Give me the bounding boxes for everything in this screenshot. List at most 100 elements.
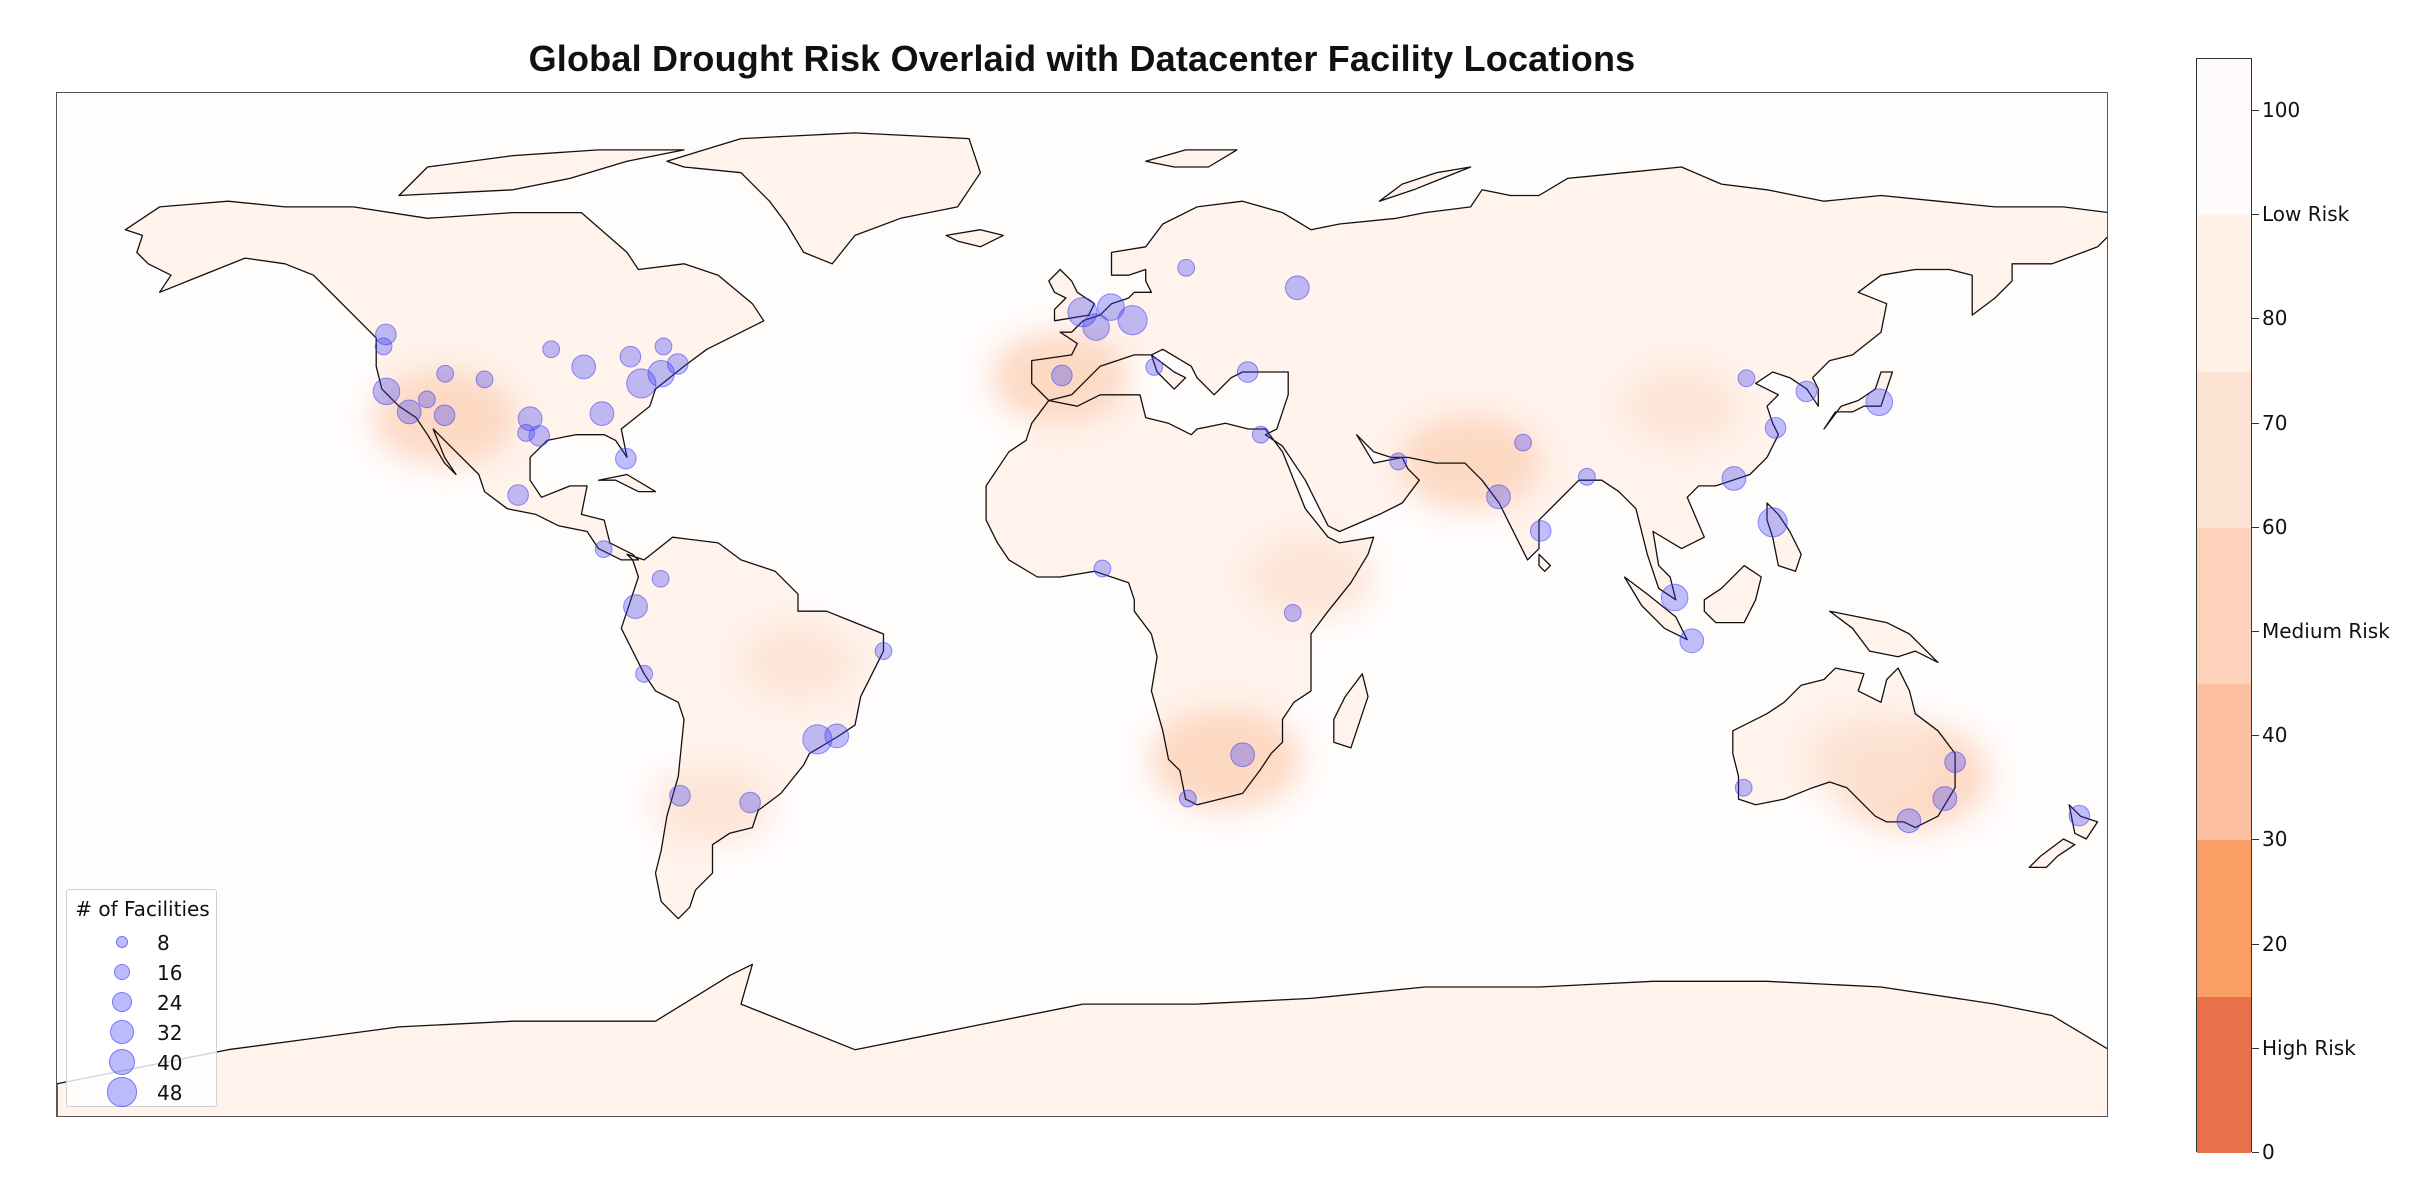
facility-marker [1389,452,1408,471]
facility-marker [669,784,691,807]
risk-hotspot [1248,535,1374,620]
facility-marker [396,399,422,425]
legend-marker [116,936,128,948]
legend-marker [113,963,131,981]
colorbar-tick [2252,110,2259,112]
coastlines [57,132,2107,1116]
land-philippines [1767,503,1802,572]
land-africa [986,394,1374,805]
colorbar-tick [2252,214,2259,216]
facility-marker [1721,466,1747,491]
colorbar-tick [2252,526,2259,528]
coastline-novaya-zemlya [1378,166,1472,202]
facility-marker [1679,628,1705,654]
drought-risk-layer [373,331,1990,845]
facility-marker [739,791,761,814]
facility-marker [1097,293,1125,321]
coastline-south-america [620,536,885,920]
facility-marker [436,364,455,383]
facility-marker [1660,583,1689,612]
risk-hotspot [373,369,516,466]
facility-marker [1117,305,1148,336]
facility-marker [619,345,642,368]
colorbar-tick-label: Low Risk [2262,202,2350,227]
facility-marker [1177,258,1196,277]
facility-marker [1486,484,1511,510]
colorbar-band [2197,996,2251,1153]
facility-marker [542,340,561,359]
coastline-cuba [597,473,657,493]
colorbar-tick [2252,631,2259,633]
coastline-madagascar [1333,673,1369,749]
colorbar-tick-label: 30 [2262,827,2288,852]
facility-marker [1178,789,1197,808]
facility-marker [1865,388,1894,416]
coastline-japan [1823,371,1894,430]
legend-marker [111,991,133,1013]
legend-marker [108,1048,136,1076]
coastline-africa [985,394,1375,806]
facility-marker [375,323,397,346]
coastline-philippines [1766,502,1802,572]
coastline-north-america [124,200,765,561]
facility-marker [824,723,850,749]
facility-marker [666,353,689,375]
facility-marker [654,337,673,356]
legend-label: 40 [157,1051,183,1075]
land-uk [1048,269,1095,321]
facility-marker [1896,808,1922,834]
land-iceland [946,229,1004,247]
land-madagascar [1333,673,1368,748]
legend-entry: 24 [67,987,218,1017]
land-greenland [666,132,981,264]
coastline-canada-islands [398,149,685,197]
land-new-guinea [1829,611,1938,663]
facility-marker [1514,433,1532,452]
colorbar-tick-label: 80 [2262,306,2288,331]
facility-marker [1932,786,1958,811]
coastline-sumatra [1623,576,1688,641]
facility-marker [1093,559,1112,578]
facility-marker [802,724,833,755]
facility-marker [517,424,536,442]
coastline-nz-south [2028,838,2076,869]
facility-marker [1145,358,1164,376]
facility-marker [651,569,670,588]
coastline-greenland [666,132,982,265]
coastline-borneo [1703,564,1762,624]
risk-hotspot [653,765,772,845]
colorbar-tick-label: 60 [2262,514,2288,539]
colorbar-tick-label: 40 [2262,723,2288,748]
land-cuba [598,474,656,492]
colorbar-tick [2252,422,2259,424]
coastline-uk [1048,268,1096,322]
land-risk-base [57,132,2107,1116]
facility-marker [1795,380,1818,403]
facility-marker [1236,361,1259,383]
colorbar-tick-label: Medium Risk [2262,619,2390,644]
legend-entry: 8 [67,927,218,957]
colorbar-band [2197,215,2251,372]
legend-entry: 16 [67,957,218,987]
risk-hotspot [1149,708,1302,810]
colorbar-band [2197,59,2251,216]
facility-marker [1051,364,1073,387]
coastline-antarctica [57,963,2107,1116]
risk-colorbar [2196,58,2252,1153]
facility-marker [1757,507,1788,538]
colorbar-tick [2252,839,2259,841]
facility-marker [1230,742,1255,768]
facility-marker [374,337,393,356]
facility-marker [507,484,529,506]
coastline-nz-north [2068,804,2099,840]
facility-marker [475,370,494,389]
facility-marker [1529,520,1552,542]
facility-marker [418,390,436,409]
colorbar-tick-label: High Risk [2262,1035,2356,1060]
land-nz-north [2069,804,2098,839]
risk-hotspot [740,624,856,701]
coastline-iceland [945,229,1004,248]
risk-hotspot [1804,715,1936,803]
colorbar-tick-label: 0 [2262,1140,2275,1164]
facility-size-legend: # of Facilities 8 16 24 32 40 48 [66,889,217,1107]
